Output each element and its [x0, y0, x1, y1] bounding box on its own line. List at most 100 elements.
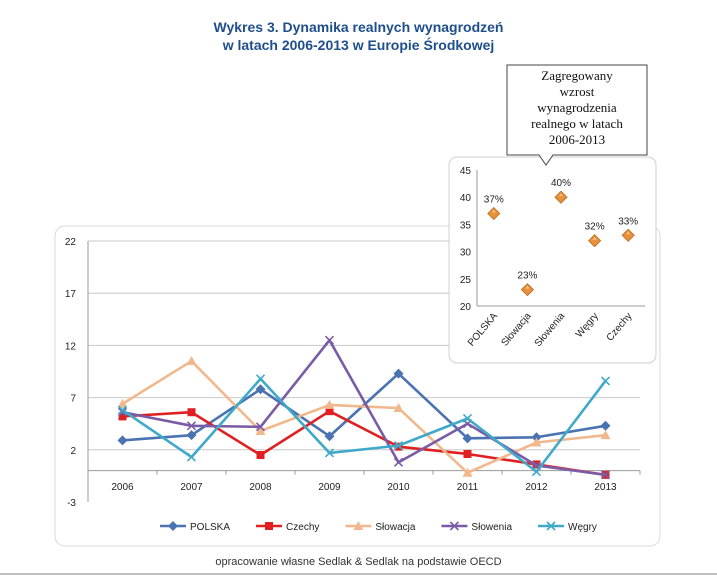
- data-point-słowacja: [600, 430, 611, 440]
- legend-label: Czechy: [286, 522, 319, 533]
- series-polska: [117, 368, 611, 446]
- data-point-węgry: [462, 413, 473, 424]
- x-tick-label: 2006: [111, 482, 134, 493]
- legend-label: POLSKA: [190, 522, 230, 533]
- data-point-polska: [255, 384, 266, 395]
- data-point-słowenia: [117, 407, 128, 417]
- series-line-polska: [122, 372, 606, 442]
- data-point-węgry: [531, 467, 542, 477]
- data-point-polska: [393, 368, 404, 379]
- y-tick-label: 22: [65, 237, 77, 248]
- data-point-czechy: [187, 408, 196, 417]
- chart-title-line1: Wykres 3. Dynamika realnych wynagrodzeń: [213, 19, 504, 35]
- bottom-divider: [0, 573, 717, 575]
- legend-item-polska: POLSKA: [160, 521, 230, 533]
- legend-marker: [265, 522, 274, 530]
- inset-y-tick-label: 25: [460, 275, 472, 286]
- y-tick-label: 7: [70, 394, 76, 405]
- data-point-czechy: [256, 451, 265, 460]
- x-tick-label: 2011: [457, 482, 479, 493]
- inset-y-tick-label: 40: [460, 193, 472, 204]
- data-point-słowacja: [117, 398, 128, 408]
- data-point-słowacja: [255, 426, 266, 436]
- callout-text-line: 2006-2013: [549, 132, 605, 147]
- data-point-polska: [462, 433, 473, 444]
- legend-item-słowacja: Słowacja: [345, 521, 416, 533]
- inset-data-point: [621, 228, 635, 242]
- callout-text-line: wynagrodzenia: [537, 100, 617, 115]
- data-point-słowenia: [255, 422, 266, 432]
- data-point-polska: [117, 435, 128, 446]
- inset-y-tick-label: 35: [460, 220, 472, 231]
- legend-marker: [546, 521, 556, 531]
- legend-label: Węgry: [568, 522, 597, 533]
- series-słowacja: [117, 356, 611, 477]
- data-point-słowenia: [393, 457, 404, 467]
- inset-y-tick-label: 20: [460, 302, 472, 313]
- inset-data-point: [554, 190, 568, 204]
- legend-label: Słowacja: [375, 522, 415, 533]
- inset-data-label: 33%: [618, 216, 638, 227]
- inset-y-tick-label: 30: [460, 248, 472, 259]
- chart-title-line2: w latach 2006-2013 w Europie Środkowej: [222, 37, 495, 53]
- data-point-słowacja: [186, 356, 197, 366]
- series-słowenia: [117, 335, 611, 480]
- x-tick-label: 2009: [318, 482, 341, 493]
- data-point-słowacja: [462, 467, 473, 477]
- legend-label: Słowenia: [471, 522, 512, 533]
- x-tick-label: 2012: [525, 482, 548, 493]
- data-point-czechy: [463, 449, 472, 458]
- x-tick-label: 2013: [594, 482, 617, 493]
- data-point-słowacja: [531, 437, 542, 447]
- inset-y-tick-label: 45: [460, 166, 472, 177]
- data-point-słowenia: [186, 421, 197, 431]
- legend-marker: [168, 521, 178, 531]
- data-point-węgry: [600, 376, 611, 386]
- legend-marker: [449, 521, 459, 531]
- x-tick-label: 2008: [249, 482, 272, 493]
- legend-item-czechy: Czechy: [256, 522, 319, 533]
- data-point-polska: [600, 420, 611, 431]
- series-line-węgry: [121, 377, 607, 474]
- legend-item-słowenia: Słowenia: [441, 521, 512, 533]
- data-point-słowenia: [324, 335, 335, 345]
- series-line-słowenia: [122, 338, 606, 477]
- inset-data-point: [588, 234, 602, 248]
- y-tick-label: 2: [70, 446, 76, 457]
- y-tick-label: 12: [65, 341, 77, 352]
- inset-data-point: [487, 206, 501, 221]
- data-point-polska: [531, 432, 542, 443]
- inset-chart-frame: [448, 156, 657, 364]
- source-note: opracowanie własne Sedlak & Sedlak na po…: [215, 556, 502, 568]
- inset-data-label: 23%: [517, 271, 537, 282]
- y-tick-label: -3: [67, 498, 76, 509]
- data-point-polska: [324, 431, 335, 442]
- data-point-polska: [186, 430, 197, 441]
- x-tick-label: 2010: [387, 482, 410, 493]
- legend-item-węgry: Węgry: [538, 521, 597, 533]
- series-węgry: [117, 374, 611, 477]
- inset-data-label: 32%: [585, 222, 605, 233]
- inset-data-point: [520, 283, 534, 297]
- data-point-węgry: [393, 441, 404, 451]
- data-point-czechy: [118, 412, 127, 421]
- chart-title: Wykres 3. Dynamika realnych wynagrodzeń …: [0, 18, 717, 54]
- x-tick-label: 2007: [180, 482, 203, 493]
- data-point-węgry: [324, 448, 335, 458]
- data-point-słowenia: [600, 470, 611, 480]
- callout-text-line: realnego w latach: [531, 116, 623, 131]
- inset-data-label: 37%: [484, 195, 504, 206]
- data-point-słowacja: [393, 403, 404, 413]
- series-line-słowacja: [121, 359, 606, 475]
- data-point-węgry: [117, 405, 128, 415]
- data-point-węgry: [255, 374, 266, 384]
- inset-data-label: 40%: [551, 178, 571, 189]
- data-point-węgry: [186, 452, 197, 462]
- legend-marker: [353, 521, 364, 530]
- data-point-słowacja: [324, 399, 335, 409]
- callout-text-line: Zagregowany: [541, 68, 613, 83]
- callout-text-line: wzrost: [560, 84, 595, 99]
- callout-shape: [506, 64, 648, 166]
